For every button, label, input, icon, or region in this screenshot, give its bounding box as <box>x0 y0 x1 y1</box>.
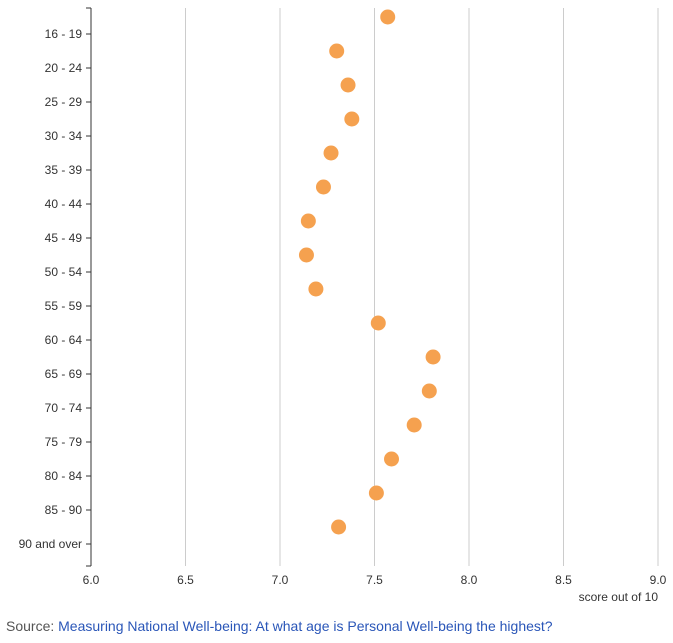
x-tick-label: 8.0 <box>461 573 478 587</box>
data-point <box>380 9 396 25</box>
y-tick-label: 20 - 24 <box>45 61 83 75</box>
data-point <box>298 247 314 263</box>
x-tick-label: 6.5 <box>177 573 194 587</box>
x-tick-label: 9.0 <box>650 573 667 587</box>
x-tick-labels: 6.0 6.5 7.0 7.5 8.0 8.5 9.0 <box>83 573 667 587</box>
y-tick-label: 80 - 84 <box>45 469 83 483</box>
y-tick-label: 55 - 59 <box>45 299 83 313</box>
data-point <box>315 179 331 195</box>
axes <box>86 7 92 567</box>
data-point <box>340 77 356 93</box>
y-tick-label: 75 - 79 <box>45 435 83 449</box>
data-point <box>421 383 437 399</box>
data-point <box>308 281 324 297</box>
data-point <box>344 111 360 127</box>
data-point <box>425 349 441 365</box>
y-tick-labels: 16 - 19 20 - 24 25 - 29 30 - 34 35 - 39 40 - … <box>19 27 83 551</box>
data-point <box>406 417 422 433</box>
data-point <box>331 519 347 535</box>
y-tick-label: 50 - 54 <box>45 265 83 279</box>
x-axis-label: score out of 10 <box>579 590 659 604</box>
data-points <box>298 9 441 535</box>
source-note: Source: Measuring National Well-being: A… <box>6 618 553 634</box>
y-tick-label: 85 - 90 <box>45 503 83 517</box>
y-tick-label: 16 - 19 <box>45 27 83 41</box>
y-tick-label: 25 - 29 <box>45 95 83 109</box>
chart: 6.0 6.5 7.0 7.5 8.0 8.5 9.0 16 - 19 20 - 24 25 -… <box>19 7 667 604</box>
gridlines <box>185 8 659 566</box>
source-prefix: Source: <box>6 618 59 634</box>
data-point <box>329 43 345 59</box>
data-point <box>370 315 386 331</box>
x-tick-label: 8.5 <box>555 573 572 587</box>
chart-svg: 6.0 6.5 7.0 7.5 8.0 8.5 9.0 16 - 19 20 - 24 25 -… <box>19 7 667 604</box>
data-point <box>384 451 400 467</box>
x-tick-label: 7.0 <box>272 573 289 587</box>
y-tick-label: 30 - 34 <box>45 129 83 143</box>
source-link[interactable]: Measuring National Well-being: At what a… <box>58 618 553 634</box>
y-tick-label: 70 - 74 <box>45 401 83 415</box>
y-tick-label: 60 - 64 <box>45 333 83 347</box>
data-point <box>300 213 316 229</box>
y-tick-label: 35 - 39 <box>45 163 83 177</box>
y-tick-label: 45 - 49 <box>45 231 83 245</box>
x-tick-label: 7.5 <box>366 573 383 587</box>
y-tick-label: 65 - 69 <box>45 367 83 381</box>
data-point <box>323 145 339 161</box>
y-tick-label: 90 and over <box>19 537 82 551</box>
y-tick-label: 40 - 44 <box>45 197 83 211</box>
data-point <box>368 485 384 501</box>
x-tick-label: 6.0 <box>83 573 100 587</box>
